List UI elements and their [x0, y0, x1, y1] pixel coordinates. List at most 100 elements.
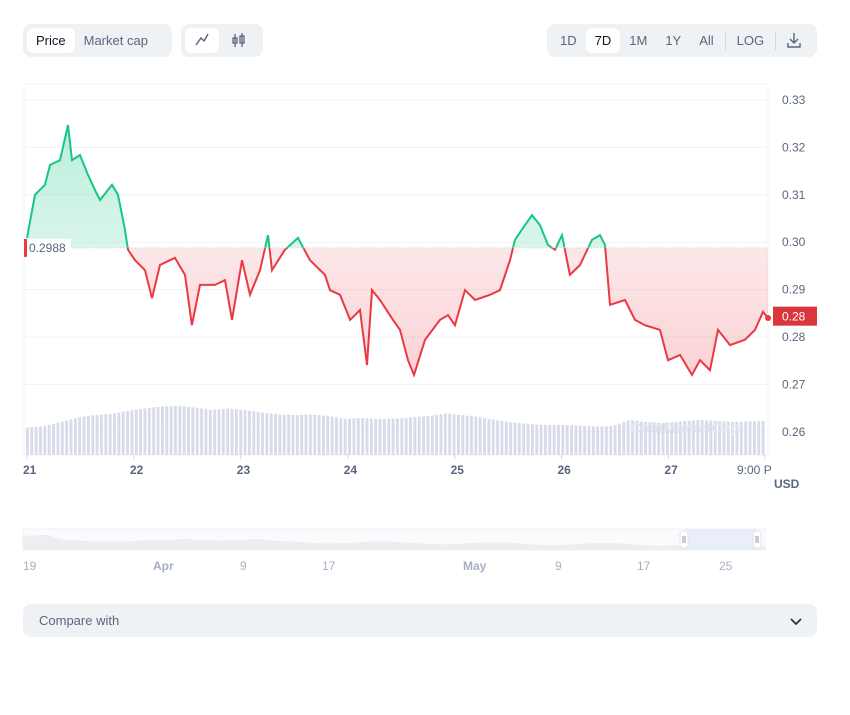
volume-bar: [496, 420, 500, 455]
volume-bar: [121, 411, 125, 455]
volume-bar: [465, 415, 469, 455]
range-1y[interactable]: 1Y: [665, 33, 682, 48]
range-all[interactable]: All: [699, 33, 714, 48]
volume-bar: [683, 421, 687, 455]
volume-bar: [26, 427, 29, 455]
volume-bar: [300, 414, 304, 455]
navigator-handle[interactable]: [752, 530, 762, 549]
volume-bar: [221, 408, 225, 455]
navigator-area: [23, 535, 765, 550]
line-chart-icon: [195, 33, 209, 46]
volume-bar: [200, 408, 204, 455]
volume-bar: [509, 422, 513, 455]
volume-bar: [60, 421, 64, 455]
volume-bar: [287, 414, 291, 455]
tab-market-cap[interactable]: Market cap: [83, 33, 148, 48]
volume-bar: [609, 426, 613, 455]
volume-bar: [156, 406, 160, 455]
metric-toggle: Price Market cap: [23, 24, 172, 57]
volume-bar: [578, 425, 582, 455]
download-button[interactable]: [778, 28, 810, 53]
volume-bar: [439, 414, 443, 455]
volume-bar: [591, 426, 595, 455]
volume-bar: [644, 421, 648, 455]
volume-bar: [304, 414, 308, 455]
volume-bar: [339, 418, 343, 455]
y-tick-label: 0.32: [782, 140, 806, 154]
volume-bar: [709, 420, 713, 455]
x-tick-label: 25: [451, 463, 465, 477]
volume-bar: [330, 416, 334, 455]
navigator-label: May: [463, 559, 487, 573]
volume-bar: [382, 418, 386, 455]
volume-bar: [139, 409, 143, 455]
x-tick-label: 23: [237, 463, 251, 477]
volume-bar: [308, 414, 312, 455]
volume-bar: [217, 409, 221, 455]
x-tick-label: 21: [23, 463, 37, 477]
baseline-label: 0.2988: [29, 241, 66, 255]
tab-price[interactable]: Price: [27, 28, 75, 53]
volume-bar: [557, 425, 560, 455]
navigator-label: 17: [322, 559, 336, 573]
volume-bar: [487, 418, 491, 455]
volume-bar: [722, 421, 726, 455]
y-tick-label: 0.31: [782, 188, 806, 202]
volume-bar: [352, 418, 356, 455]
volume-bar: [191, 407, 195, 455]
chart-type-toggle: [181, 24, 263, 57]
range-1m[interactable]: 1M: [629, 33, 648, 48]
volume-bar: [52, 423, 56, 455]
y-tick-label: 0.26: [782, 425, 806, 439]
volume-bar: [73, 418, 77, 455]
navigator-label: 9: [555, 559, 562, 573]
navigator-label: 9: [240, 559, 247, 573]
y-axis-unit: USD: [774, 477, 800, 491]
range-navigator[interactable]: 19 Apr 9 17 May 9 17 25: [22, 528, 766, 573]
chevron-down-icon: [790, 617, 802, 625]
volume-bar: [343, 418, 347, 455]
volume-bar: [230, 408, 234, 455]
volume-bar: [348, 418, 352, 455]
navigator-handle[interactable]: [679, 530, 689, 549]
volume-bar: [705, 420, 708, 455]
volume-bar: [86, 415, 90, 455]
volume-bar: [652, 422, 656, 455]
volume-bar: [100, 414, 103, 455]
volume-bar: [195, 407, 199, 455]
compare-with-dropdown[interactable]: Compare with: [23, 604, 817, 637]
price-chart[interactable]: 0.33 0.32 0.31 0.30 0.29 0.28 0.27 0.26 CoinMark…: [0, 0, 850, 590]
volume-bar: [108, 414, 112, 455]
volume-bar: [422, 416, 426, 455]
y-tick-label: 0.33: [782, 93, 806, 107]
volume-bar: [622, 421, 626, 455]
volume-bar: [165, 406, 169, 455]
current-price-label: 0.28: [782, 310, 806, 324]
range-1d[interactable]: 1D: [560, 33, 577, 48]
volume-bar: [413, 417, 417, 455]
volume-bar: [600, 426, 604, 455]
navigator-label: 25: [719, 559, 733, 573]
volume-bar: [374, 418, 378, 455]
navigator-selection: [684, 529, 757, 550]
volume-bar: [400, 418, 404, 455]
navigator-label: 19: [23, 559, 37, 573]
range-7d[interactable]: 7D: [585, 28, 621, 53]
volume-bar: [409, 417, 412, 455]
candlestick-button[interactable]: [219, 28, 259, 53]
line-chart-button[interactable]: [185, 28, 219, 53]
volume-bar: [452, 414, 456, 455]
log-scale-button[interactable]: LOG: [736, 33, 765, 48]
volume-bar: [243, 410, 247, 455]
candlestick-icon: [232, 33, 245, 47]
volume-bar: [700, 420, 704, 455]
volume-bar: [639, 421, 643, 455]
volume-bar: [178, 406, 182, 455]
x-tick-label: 24: [344, 463, 358, 477]
volume-bar: [748, 421, 752, 455]
volume-bar: [565, 425, 569, 455]
volume-bar: [613, 425, 617, 455]
volume-bar: [208, 409, 212, 455]
volume-bar: [426, 416, 430, 455]
price-line-down: [126, 247, 769, 378]
